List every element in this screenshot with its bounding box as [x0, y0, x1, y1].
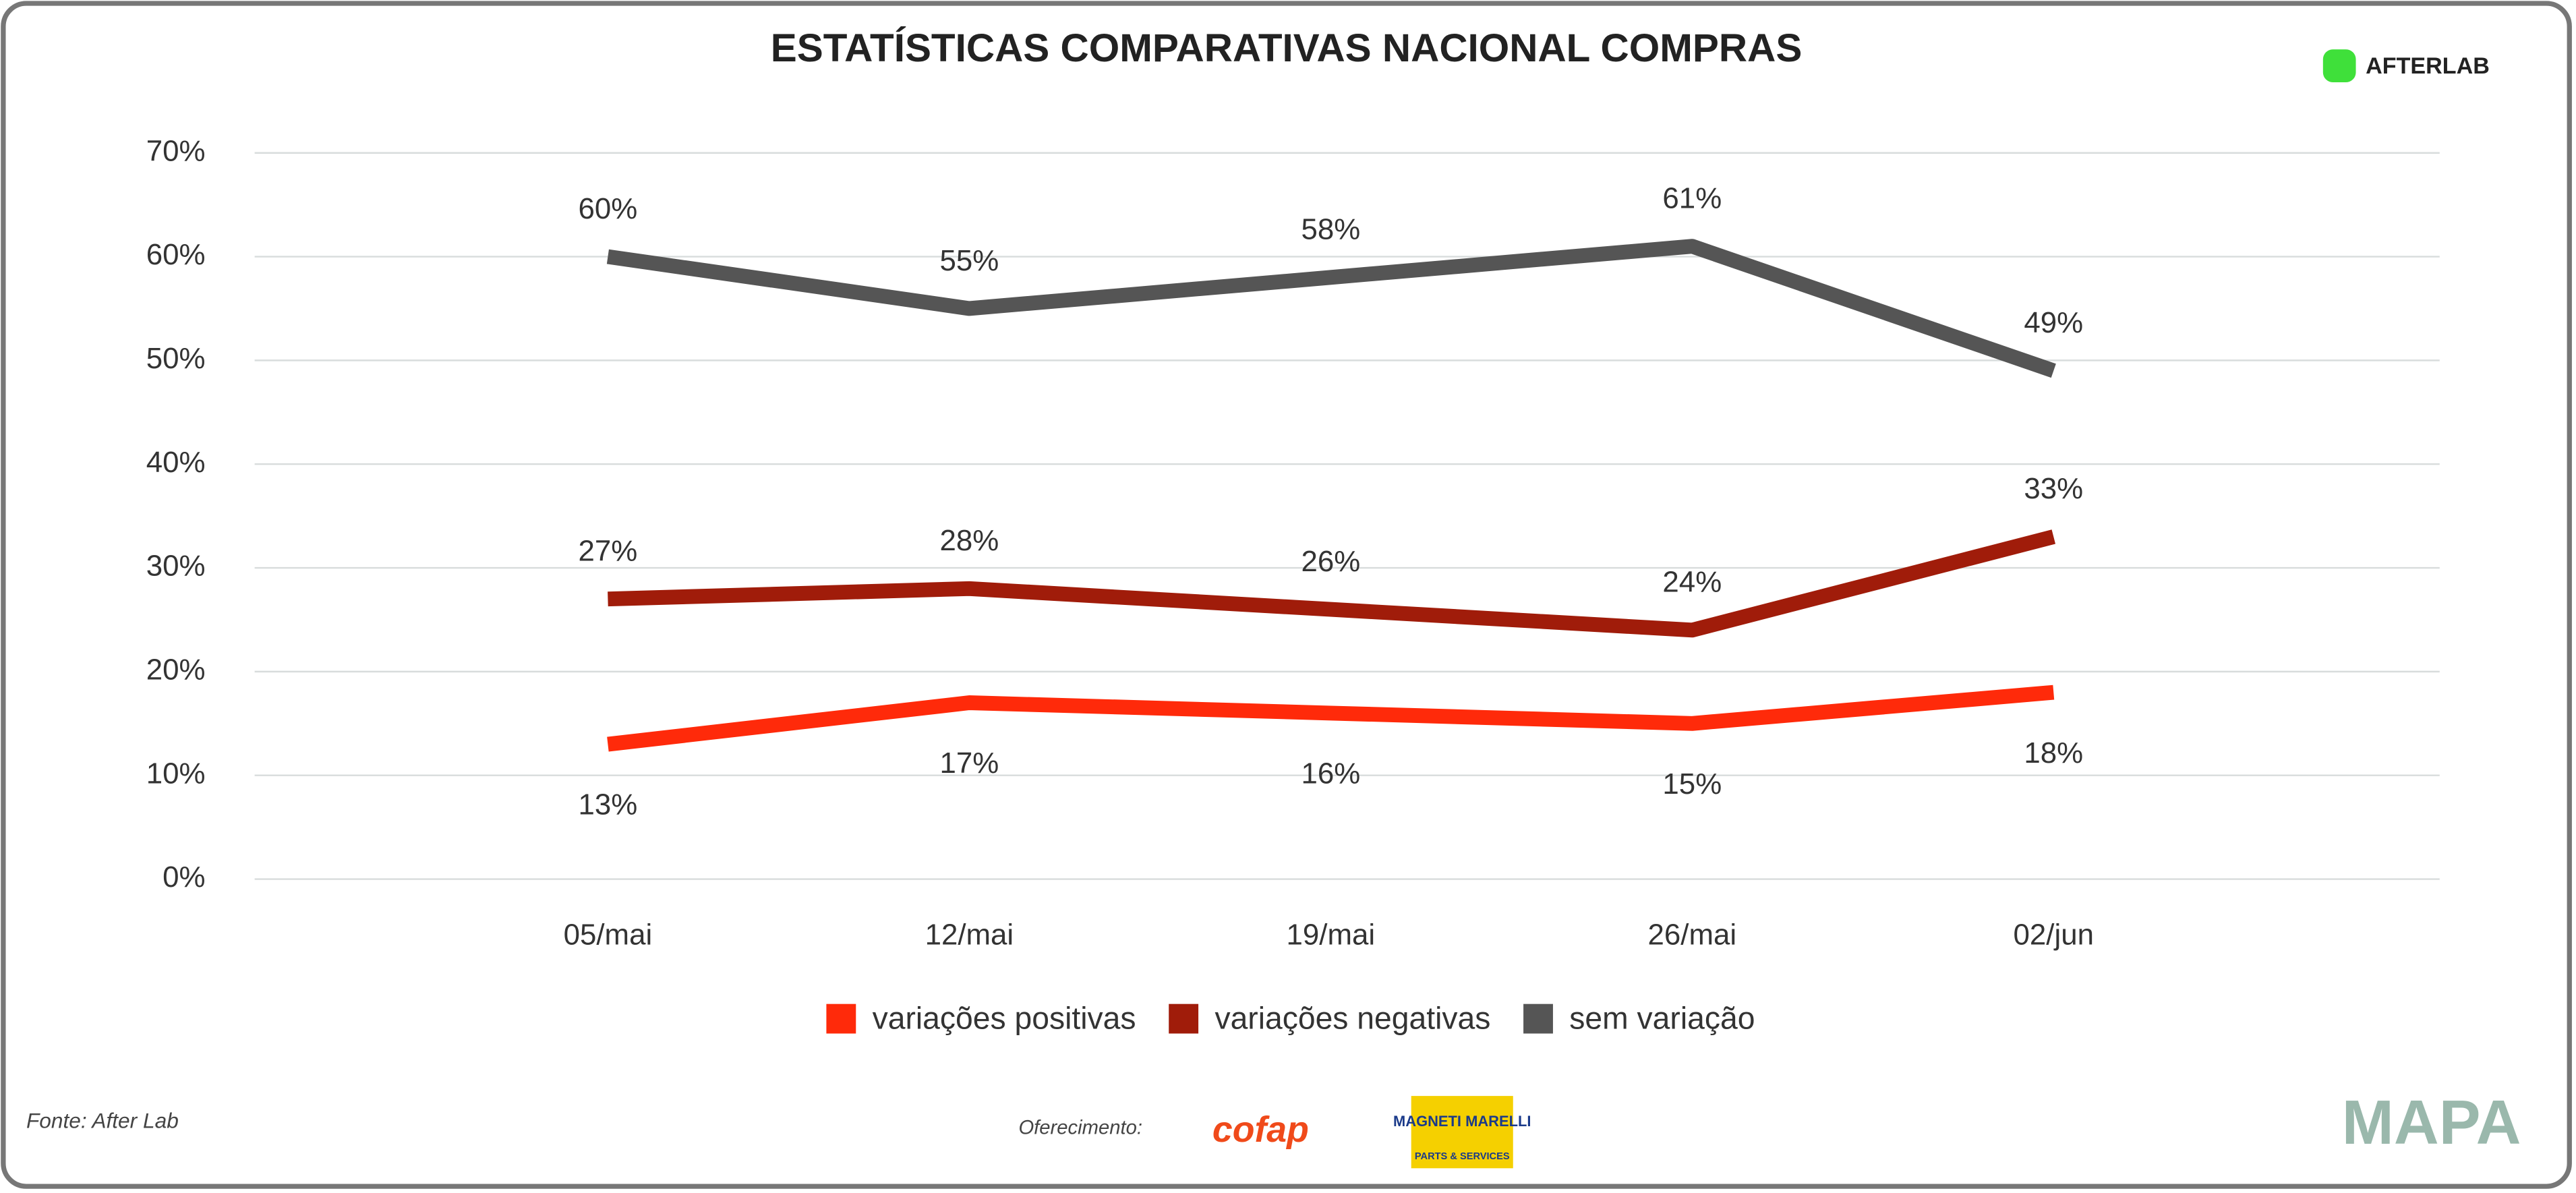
data-label: 13% [579, 788, 638, 821]
x-tick-label: 19/mai [1287, 918, 1376, 951]
y-tick-label: 10% [146, 757, 206, 790]
sponsor-badge [1411, 1096, 1513, 1169]
data-label: 55% [939, 244, 999, 277]
data-label: 24% [1662, 566, 1722, 599]
sponsor-logo: PARTS & SERVICES [1415, 1151, 1510, 1162]
data-label: 60% [579, 192, 638, 225]
data-label: 16% [1301, 757, 1360, 790]
brand-icon [2322, 49, 2356, 82]
sponsor-logo: cofap [1212, 1109, 1309, 1150]
series-line [607, 685, 2055, 752]
data-label: 33% [2024, 472, 2083, 505]
legend-label: sem variação [1569, 1000, 1755, 1035]
y-tick-label: 20% [146, 653, 206, 686]
x-tick-label: 26/mai [1648, 918, 1737, 951]
data-label: 18% [2024, 736, 2083, 769]
y-tick-label: 60% [146, 238, 206, 271]
data-label: 28% [939, 524, 999, 557]
brand-logo: AFTERLAB [2366, 53, 2490, 79]
x-tick-label: 02/jun [2014, 918, 2094, 951]
data-label: 17% [939, 747, 999, 780]
y-tick-label: 30% [146, 550, 206, 583]
sponsor-label: Oferecimento: [1018, 1117, 1142, 1139]
data-label: 27% [579, 535, 638, 568]
series-line [608, 529, 2056, 638]
y-tick-label: 70% [146, 134, 206, 167]
data-label: 15% [1662, 767, 1722, 801]
footer-logo: MAPA [2342, 1087, 2521, 1157]
legend-label: variações negativas [1214, 1000, 1490, 1035]
x-tick-label: 12/mai [925, 918, 1014, 951]
legend-swatch [1523, 1003, 1553, 1034]
sponsor-logo: MAGNETI MARELLI [1393, 1113, 1531, 1130]
data-label: 26% [1301, 545, 1360, 578]
series-line [606, 239, 2056, 378]
chart-title: ESTATÍSTICAS COMPARATIVAS NACIONAL COMPR… [771, 26, 1803, 70]
source: Fonte: After Lab [26, 1108, 179, 1132]
x-tick-label: 05/mai [564, 918, 653, 951]
data-label: 61% [1662, 182, 1722, 215]
legend-swatch [1169, 1003, 1199, 1034]
legend-label: variações positivas [873, 1000, 1136, 1035]
data-label: 58% [1301, 213, 1360, 246]
y-tick-label: 0% [163, 861, 205, 894]
data-label: 49% [2024, 306, 2083, 339]
legend-swatch [826, 1003, 856, 1034]
y-tick-label: 50% [146, 342, 206, 375]
y-tick-label: 40% [146, 446, 206, 479]
